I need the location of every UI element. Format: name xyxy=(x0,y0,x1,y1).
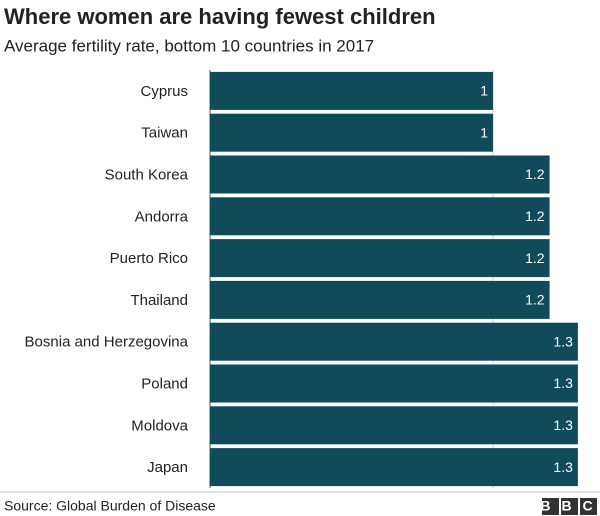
logo-block xyxy=(542,498,559,515)
bar xyxy=(210,280,550,319)
y-tick-label: Japan xyxy=(147,459,188,476)
value-label: 1 xyxy=(480,124,488,140)
value-label: 1.3 xyxy=(553,417,573,433)
y-tick-label: Bosnia and Herzegovina xyxy=(25,334,189,351)
logo-text: BBC xyxy=(540,498,600,514)
value-label: 1.3 xyxy=(553,375,573,391)
value-label: 1.3 xyxy=(553,459,573,475)
logo: BBC xyxy=(540,498,600,515)
y-tick-label: Taiwan xyxy=(141,125,188,142)
bar xyxy=(210,406,578,445)
bar xyxy=(210,322,578,361)
value-label: 1.2 xyxy=(525,250,545,266)
y-tick-label: Cyprus xyxy=(140,83,188,100)
value-label: 1.2 xyxy=(525,292,545,308)
logo-block xyxy=(561,498,578,515)
y-tick-label: Andorra xyxy=(135,208,189,225)
bar xyxy=(210,364,578,403)
source: Source: Global Burden of Disease xyxy=(4,498,216,514)
bar xyxy=(210,239,550,278)
bar xyxy=(210,71,493,110)
y-tick-label: Poland xyxy=(141,375,188,392)
y-tick-label: Puerto Rico xyxy=(110,250,188,267)
value-label: 1.2 xyxy=(525,166,545,182)
logo-block xyxy=(580,498,597,515)
y-tick-label: Moldova xyxy=(131,417,188,434)
chart-subtitle: Average fertility rate, bottom 10 countr… xyxy=(4,36,374,55)
chart-title: Where women are having fewest children xyxy=(4,4,436,29)
bar xyxy=(210,113,493,152)
value-label: 1.3 xyxy=(553,333,573,349)
bar xyxy=(210,448,578,487)
bar xyxy=(210,155,550,194)
value-label: 1 xyxy=(480,83,488,99)
value-label: 1.2 xyxy=(525,208,545,224)
bar xyxy=(210,197,550,236)
y-tick-label: South Korea xyxy=(105,166,189,183)
y-tick-label: Thailand xyxy=(130,292,188,309)
